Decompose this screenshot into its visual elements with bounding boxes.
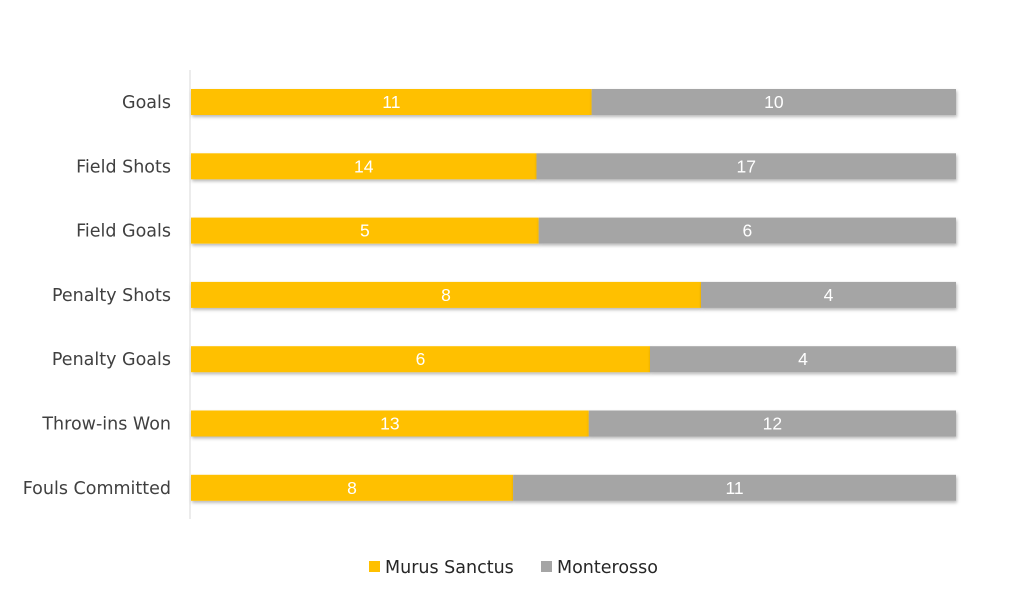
bar-murus-sanctus: [191, 474, 514, 501]
bar-monterosso: [650, 346, 956, 373]
data-label: 14: [354, 156, 374, 176]
bar-murus-sanctus: [191, 89, 592, 115]
data-label: 4: [798, 349, 808, 369]
category-label: Throw-ins Won: [41, 415, 171, 435]
category-label: Penalty Shots: [52, 286, 171, 306]
data-label: 11: [382, 92, 400, 112]
bar-murus-sanctus: [191, 281, 701, 308]
legend-label: Murus Sanctus: [385, 558, 514, 578]
category-labels: Goals Field Shots Field Goals Penalty Shots…: [23, 93, 171, 499]
bar-murus-sanctus: [191, 346, 650, 373]
data-label: 11: [725, 478, 743, 498]
legend-swatch: [541, 561, 552, 572]
data-label: 8: [441, 285, 451, 305]
legend-swatch: [369, 561, 380, 572]
category-label: Field Goals: [76, 222, 171, 242]
bar-monterosso: [701, 281, 956, 308]
category-label: Penalty Goals: [52, 350, 171, 370]
bar-murus-sanctus: [191, 217, 539, 244]
bar-monterosso: [538, 217, 956, 244]
data-label: 6: [742, 221, 752, 241]
data-label: 10: [764, 92, 784, 112]
legend: Murus Sanctus Monterosso: [369, 558, 658, 578]
bar-monterosso: [588, 410, 956, 437]
data-label: 5: [360, 221, 370, 241]
bar-monterosso: [513, 474, 956, 501]
bar-murus-sanctus: [191, 410, 589, 437]
bars-group: [191, 89, 956, 501]
data-labels: 11 10 14 17 5 6 8 4 6 4 13 12 8 11: [347, 92, 833, 498]
data-label: 17: [737, 156, 756, 176]
category-label: Field Shots: [76, 157, 171, 177]
bar-monterosso: [591, 89, 956, 115]
data-label: 4: [824, 285, 834, 305]
data-label: 13: [380, 414, 399, 434]
bar-monterosso: [536, 153, 956, 180]
category-label: Goals: [122, 93, 171, 113]
data-label: 8: [347, 478, 357, 498]
category-label: Fouls Committed: [23, 479, 171, 499]
legend-label: Monterosso: [557, 558, 658, 578]
bar-murus-sanctus: [191, 153, 537, 180]
data-label: 12: [763, 414, 782, 434]
data-label: 6: [416, 349, 426, 369]
